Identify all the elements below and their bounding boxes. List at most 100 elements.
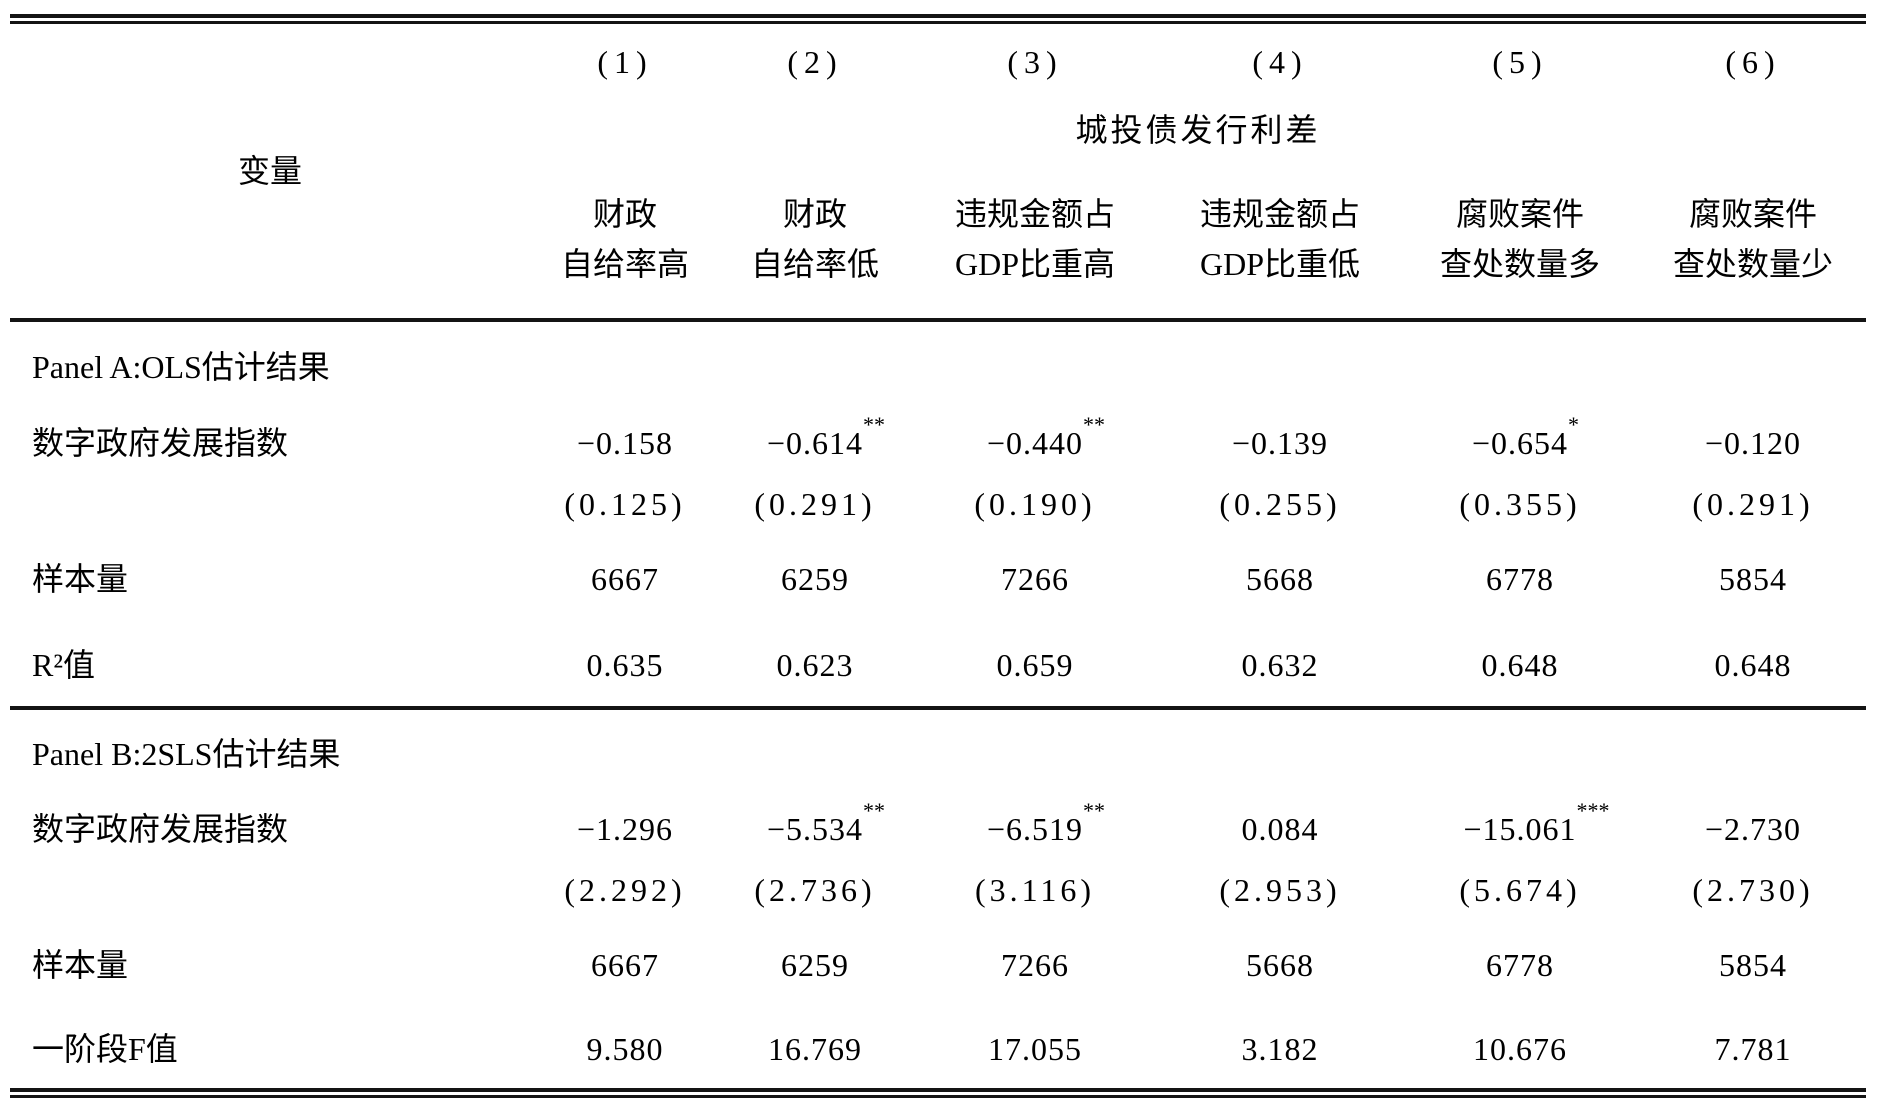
span-header-row: 城投债发行利差 [10, 100, 1866, 160]
panel-a-se-3: (0.190) [974, 485, 1096, 522]
panel-b-fstat-label: 一阶段F值 [32, 1030, 178, 1067]
panel-a-se-2: (0.291) [754, 485, 876, 522]
panel-b-n-5: 6778 [1486, 946, 1554, 983]
subheader-col6: 腐败案件 查处数量少 [1640, 160, 1866, 320]
significance-stars: ** [1083, 797, 1106, 823]
panel-a-coef-5: −0.654 * [1471, 411, 1580, 461]
empty-cell [10, 860, 530, 920]
panel-a-r2-row: R²值 0.635 0.623 0.659 0.632 0.648 0.648 [10, 624, 1866, 708]
subheader-col4-line2: GDP比重低 [1199, 246, 1361, 282]
panel-a-r2-2: 0.623 [776, 646, 854, 683]
panel-b-se-2: (2.736) [754, 871, 876, 908]
bottom-double-rule [10, 1088, 1866, 1098]
panel-b-se-3: (3.116) [974, 871, 1096, 908]
panel-a-title-row: Panel A:OLS估计结果 [10, 318, 1866, 412]
subheader-col4: 违规金额占 GDP比重低 [1160, 160, 1400, 320]
panel-a-n-5: 6778 [1486, 560, 1554, 597]
panel-a-coef-1: −0.158 [576, 424, 674, 461]
regression-table: 变量 (1) (2) (3) (4) (5) (6) 城投债发行利差 财政 自给… [10, 24, 1866, 1088]
panel-b-coef-label: 数字政府发展指数 [32, 810, 289, 847]
panel-a-n-1: 6667 [591, 560, 659, 597]
col-number-5: (5) [1492, 43, 1548, 80]
significance-stars: * [1568, 411, 1580, 437]
subheader-col3: 违规金额占 GDP比重高 [910, 160, 1160, 320]
subheader-col5-line1: 腐败案件 [1455, 196, 1584, 232]
panel-a-coef-label: 数字政府发展指数 [32, 424, 289, 461]
panel-a-se-5: (0.355) [1459, 485, 1581, 522]
top-double-rule [10, 14, 1866, 24]
dependent-variable-header: 城投债发行利差 [1075, 111, 1321, 148]
panel-b-n-4: 5668 [1246, 946, 1314, 983]
panel-a-n-2: 6259 [781, 560, 849, 597]
paper-page: 变量 (1) (2) (3) (4) (5) (6) 城投债发行利差 财政 自给… [0, 14, 1881, 1114]
panel-a-coef-3: −0.440 ** [986, 411, 1106, 461]
panel-b-sample-row: 样本量 6667 6259 7266 5668 6778 5854 [10, 920, 1866, 1010]
panel-b-fstat-row: 一阶段F值 9.580 16.769 17.055 3.182 10.676 7… [10, 1010, 1866, 1088]
panel-a-r2-label: R²值 [32, 646, 95, 683]
panel-a-coef-4: −0.139 [1231, 424, 1329, 461]
panel-a-r2-3: 0.659 [996, 646, 1074, 683]
panel-a-r2-6: 0.648 [1714, 646, 1792, 683]
panel-b-coef-2: −5.534 ** [766, 797, 886, 847]
panel-b-f-6: 7.781 [1714, 1030, 1792, 1067]
column-numbers-row: 变量 (1) (2) (3) (4) (5) (6) [10, 24, 1866, 189]
panel-b-coef-1: −1.296 [576, 810, 674, 847]
panel-b-f-2: 16.769 [768, 1030, 862, 1067]
panel-b-n-1: 6667 [591, 946, 659, 983]
significance-stars: *** [1576, 797, 1610, 823]
panel-b-n-3: 7266 [1001, 946, 1069, 983]
significance-stars: ** [1083, 411, 1106, 437]
subheader-col5-line2: 查处数量多 [1439, 246, 1600, 282]
panel-b-f-4: 3.182 [1241, 1030, 1319, 1067]
panel-a-r2-1: 0.635 [586, 646, 664, 683]
panel-b-coef-5: −15.061 *** [1463, 797, 1610, 847]
significance-stars: ** [863, 411, 886, 437]
panel-a-r2-5: 0.648 [1481, 646, 1559, 683]
panel-b-se-1: (2.292) [564, 871, 686, 908]
panel-b-f-3: 17.055 [988, 1030, 1082, 1067]
subheader-col6-line2: 查处数量少 [1672, 246, 1833, 282]
panel-a-se-1: (0.125) [564, 485, 686, 522]
subheader-col2: 财政 自给率低 [720, 160, 910, 320]
subheader-col1-line2: 自给率高 [560, 246, 689, 282]
col-number-6: (6) [1725, 43, 1781, 80]
panel-a-se-row: (0.125) (0.291) (0.190) (0.255) (0.355) … [10, 474, 1866, 534]
panel-b-coef-3: −6.519 ** [986, 797, 1106, 847]
panel-b-coefficient-row: 数字政府发展指数 −1.296 −5.534 ** −6.519 ** 0.084 … [10, 798, 1866, 860]
panel-a-n-3: 7266 [1001, 560, 1069, 597]
panel-b-n-2: 6259 [781, 946, 849, 983]
panel-b-se-6: (2.730) [1692, 871, 1814, 908]
panel-a-n-4: 5668 [1246, 560, 1314, 597]
panel-b-se-5: (5.674) [1459, 871, 1581, 908]
panel-b-sample-label: 样本量 [32, 946, 129, 983]
panel-a-coefficient-row: 数字政府发展指数 −0.158 −0.614 ** −0.440 ** −0.139… [10, 412, 1866, 474]
variable-header-cell: 变量 [10, 24, 530, 320]
subheader-col2-line2: 自给率低 [750, 246, 879, 282]
col-number-3: (3) [1007, 43, 1063, 80]
panel-b-coef-6: −2.730 [1704, 810, 1802, 847]
panel-b-f-1: 9.580 [586, 1030, 664, 1067]
col-number-2: (2) [787, 43, 843, 80]
col-number-1: (1) [597, 43, 653, 80]
subheader-col5: 腐败案件 查处数量多 [1400, 160, 1640, 320]
panel-a-coef-2: −0.614 ** [766, 411, 886, 461]
panel-a-coef-6: −0.120 [1704, 424, 1802, 461]
panel-b-se-4: (2.953) [1219, 871, 1341, 908]
subheader-col3-line2: GDP比重高 [954, 246, 1116, 282]
variable-label: 变量 [237, 152, 302, 189]
subheader-col3-line1: 违规金额占 [954, 196, 1115, 232]
subheader-row: 财政 自给率高 财政 自给率低 违规金额占 GDP比重高 违规金额占 GDP比重… [10, 160, 1866, 320]
panel-a-se-6: (0.291) [1692, 485, 1814, 522]
panel-b-f-5: 10.676 [1473, 1030, 1567, 1067]
panel-a-se-4: (0.255) [1219, 485, 1341, 522]
empty-cell [10, 474, 530, 534]
subheader-col1-line1: 财政 [592, 196, 657, 232]
panel-a-sample-label: 样本量 [32, 560, 129, 597]
panel-b-se-row: (2.292) (2.736) (3.116) (2.953) (5.674) … [10, 860, 1866, 920]
panel-b-title-row: Panel B:2SLS估计结果 [10, 706, 1866, 798]
panel-b-n-6: 5854 [1719, 946, 1787, 983]
panel-a-title: Panel A:OLS估计结果 [10, 318, 1866, 412]
panel-a-sample-row: 样本量 6667 6259 7266 5668 6778 5854 [10, 534, 1866, 624]
panel-b-coef-4: 0.084 [1241, 810, 1319, 847]
subheader-col6-line1: 腐败案件 [1688, 196, 1817, 232]
